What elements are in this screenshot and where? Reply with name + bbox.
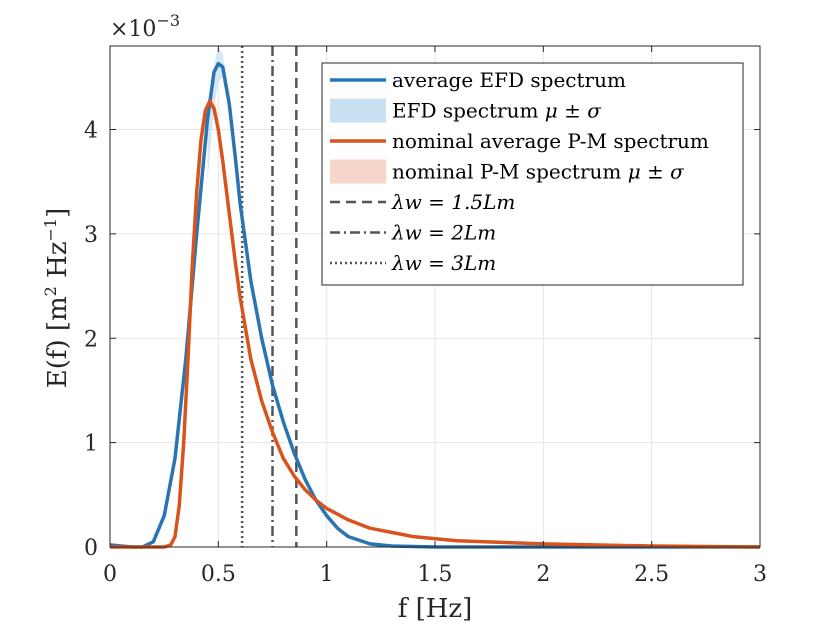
legend-label: EFD spectrum μ ± σ	[392, 99, 602, 123]
x-tick-label: 1	[320, 562, 334, 587]
y-tick-label: 2	[84, 327, 98, 352]
wavelength-lines	[240, 46, 298, 547]
legend-label: average EFD spectrum	[392, 68, 626, 92]
legend-label: λw = 1.5Lm	[391, 190, 515, 214]
legend-label: λw = 3Lm	[391, 251, 496, 275]
legend-label: λw = 2Lm	[391, 221, 496, 245]
x-tick-label: 0.5	[201, 562, 236, 587]
y-tick-label: 3	[84, 223, 98, 248]
legend-label: nominal average P-M spectrum	[392, 129, 709, 153]
y-axis-ticks: 0 1 2 3 4	[84, 119, 760, 561]
legend-box	[321, 62, 744, 286]
average-efd-line	[109, 61, 760, 549]
legend-swatch-band	[330, 98, 386, 123]
x-axis-label: f [Hz]	[398, 594, 473, 624]
nominal-pm-line	[110, 99, 761, 549]
x-axis-ticks: 0 0.5 1 1.5 2 2.5 3	[103, 46, 767, 587]
y-exponent-label: ×10−3	[110, 11, 180, 42]
y-tick-label: 1	[84, 432, 98, 457]
series-lines	[109, 61, 761, 549]
legend-swatch-band	[330, 159, 386, 184]
x-tick-label: 2	[536, 562, 550, 587]
y-axis-label: E(f) [m2 Hz−1]	[41, 208, 73, 389]
y-tick-label: 0	[84, 536, 98, 561]
x-tick-label: 2.5	[634, 562, 669, 587]
y-tick-label: 4	[84, 119, 98, 144]
legend-label: nominal P-M spectrum μ ± σ	[392, 160, 685, 184]
x-tick-label: 1.5	[418, 562, 453, 587]
x-tick-label: 3	[753, 562, 767, 587]
x-tick-label: 0	[103, 562, 117, 587]
legend: average EFD spectrum EFD spectrum μ ± σ no…	[321, 62, 744, 286]
